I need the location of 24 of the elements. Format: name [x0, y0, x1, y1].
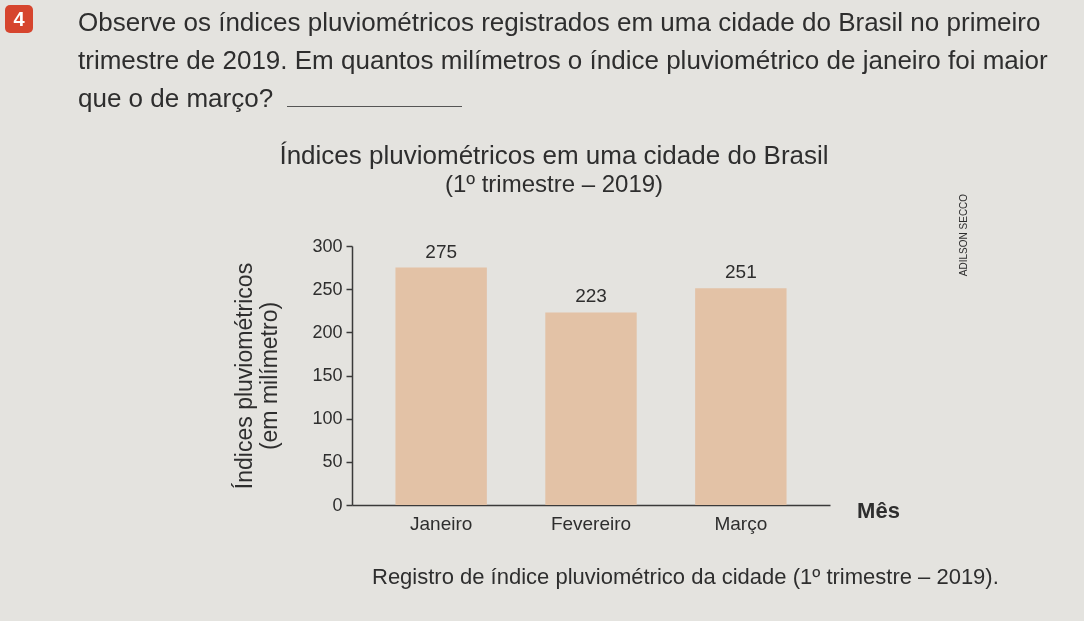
y-tick-label: 250	[312, 278, 343, 299]
text: Observe os índices pluviométricos registrados em uma cidade do Brasil no primeiro trimestre de 2019. Em quantos milímetros o índice pluviométrico de janeiro foi maior que o de março?	[78, 6, 1049, 115]
y-tick-label: 150	[312, 365, 343, 385]
data-label: 223	[575, 285, 607, 307]
chart-subtitle: (1º trimestre – 2019)	[444, 170, 664, 197]
data-label: 251	[724, 261, 757, 283]
x-tick-label: Fevereiro	[550, 512, 632, 534]
text: ADILSON SECCO	[957, 193, 969, 277]
x-axis-title: Mês	[857, 497, 900, 523]
y-tick-label: 300	[312, 235, 343, 256]
y-axis-title: Índices pluviométricos (em milímetro)	[231, 262, 283, 490]
x-tick-label: Janeiro	[409, 512, 473, 534]
bar	[695, 288, 787, 505]
y-tick-label: 100	[312, 408, 343, 429]
y-tick-label: 0	[332, 494, 343, 515]
text: Registro de índice pluviométrico da cidade (1º trimestre – 2019).	[372, 564, 999, 590]
x-tick-label: Março	[714, 512, 768, 534]
y-tick-label: 200	[312, 321, 343, 342]
chart-title: Índices pluviométricos em uma cidade do Brasil	[279, 140, 829, 170]
data-label: 275	[425, 240, 458, 262]
text: 4	[5, 5, 33, 33]
bar	[545, 312, 637, 505]
y-tick-label: 50	[322, 451, 343, 472]
bar	[395, 267, 487, 505]
